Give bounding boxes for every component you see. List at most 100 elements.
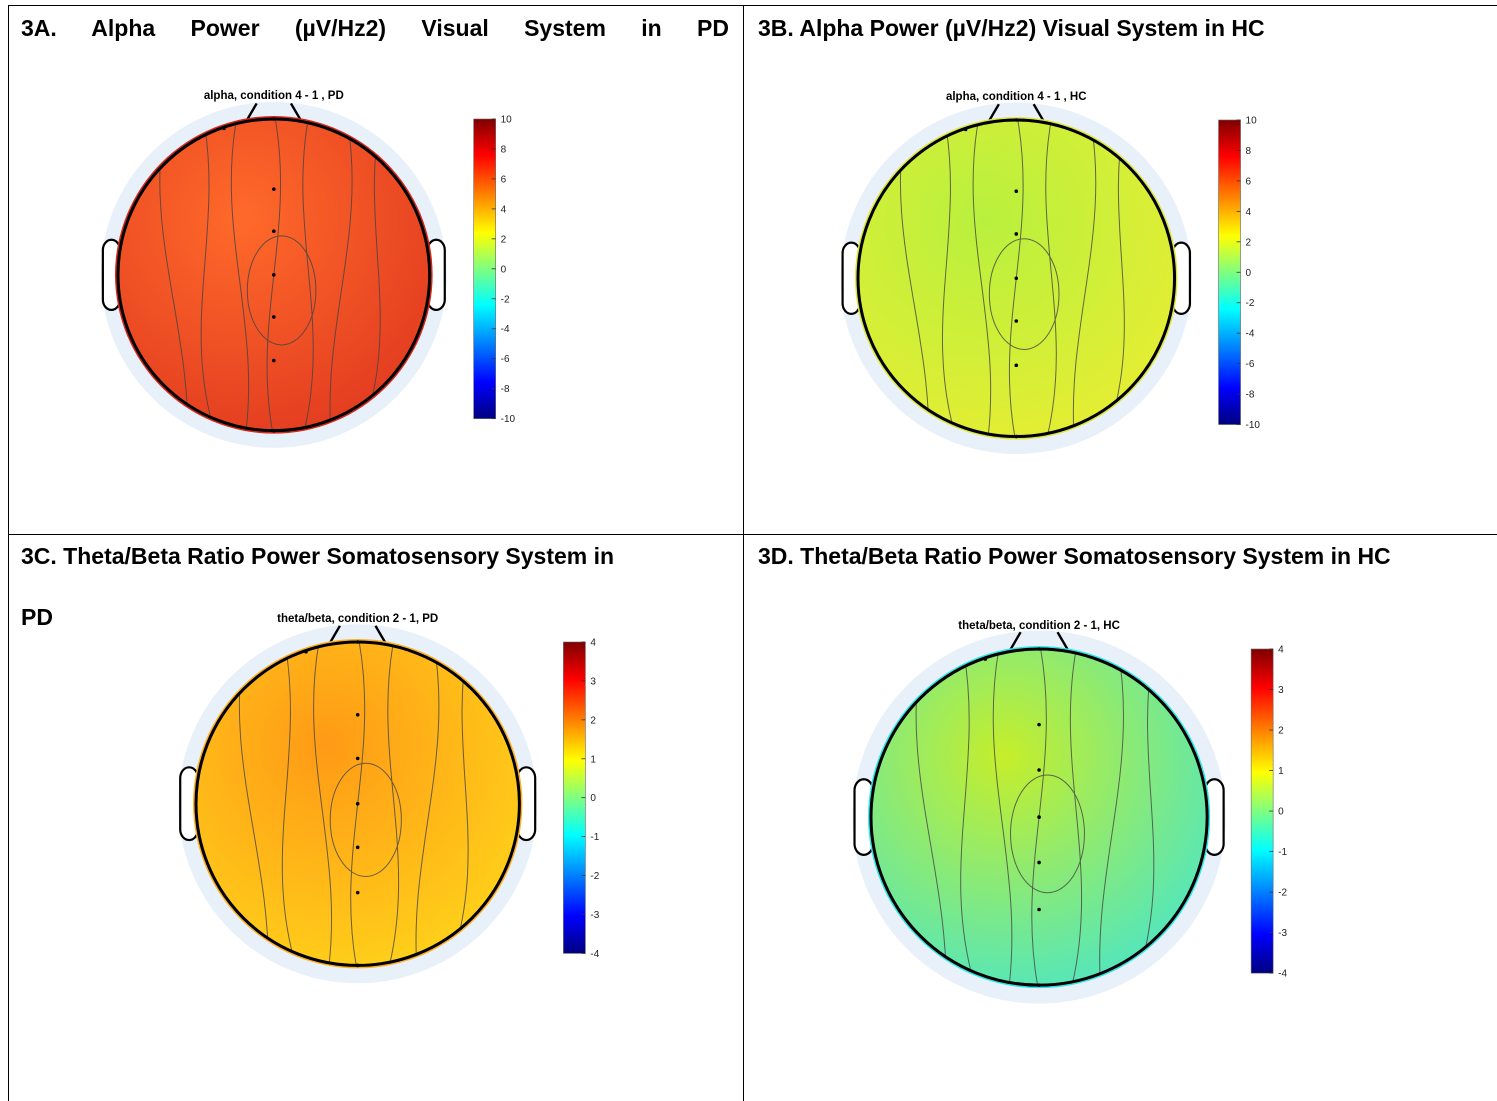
colorbar-tick-label: 0 bbox=[590, 793, 596, 804]
electrode-marker bbox=[1037, 983, 1041, 987]
electrode-marker bbox=[1014, 118, 1019, 122]
panel-3b-heading: 3B. Alpha Power (µV/Hz2) Visual System i… bbox=[758, 15, 1265, 41]
contour-line bbox=[386, 642, 400, 966]
colorbar-tick-label: -4 bbox=[501, 324, 510, 335]
electrode-marker bbox=[355, 801, 360, 806]
topomap-3d: theta/beta, condition 2 - 1, HC 4 3 2 1 0 -1 -2… bbox=[852, 615, 1298, 1025]
colorbar-tick-label: -3 bbox=[590, 910, 599, 921]
contour-line bbox=[313, 642, 333, 966]
panel-3c-heading: 3C. Theta/Beta Ratio Power Somatosensory… bbox=[21, 543, 615, 569]
contour-line bbox=[992, 649, 1013, 986]
contour-line bbox=[941, 120, 959, 437]
electrode-marker bbox=[1014, 319, 1019, 323]
contour-ring bbox=[329, 762, 402, 877]
electrode-marker bbox=[272, 358, 276, 363]
electrode-marker bbox=[1037, 647, 1041, 651]
electrode-marker bbox=[355, 890, 360, 895]
electrode-marker bbox=[963, 127, 968, 132]
electrode-marker bbox=[355, 640, 360, 644]
colorbar-tick-label: 2 bbox=[1246, 237, 1252, 248]
contour-line bbox=[230, 119, 250, 431]
colorbar-tick-label: -10 bbox=[1246, 420, 1261, 431]
colorbar-tick-label: 1 bbox=[1278, 766, 1284, 777]
contour-line bbox=[1069, 649, 1083, 986]
topomap-svg: alpha, condition 4 - 1 , HC 10 8 6 4 2 0 -2 -4 -6… bbox=[840, 91, 1261, 454]
electrode-marker bbox=[272, 273, 276, 277]
colorbar-tick-label: -8 bbox=[1246, 390, 1255, 401]
colorbar-tick-label: -2 bbox=[1246, 298, 1255, 309]
electrode-marker bbox=[1014, 189, 1019, 194]
panel-3d-heading: 3D. Theta/Beta Ratio Power Somatosensory… bbox=[758, 543, 1391, 569]
electrode-marker bbox=[272, 315, 276, 319]
table-border-center bbox=[743, 5, 744, 1101]
colorbar-tick-label: -10 bbox=[501, 414, 516, 425]
electrode-marker bbox=[272, 187, 276, 191]
colorbar-tick-label: 3 bbox=[590, 676, 596, 687]
colorbar-tick-label: 8 bbox=[1246, 146, 1252, 157]
colorbar-tick-label: -6 bbox=[1246, 359, 1255, 370]
electrode-marker bbox=[1014, 363, 1019, 368]
contour-ring bbox=[246, 235, 317, 346]
topomap-3a: alpha, condition 4 - 1 , PD 10 8 6 4 2 0 -2 -4 -6… bbox=[100, 85, 520, 455]
colorbar-tick-label: 2 bbox=[590, 715, 596, 726]
colorbar-tick-label: 3 bbox=[1278, 685, 1284, 696]
colorbar-tick-label: -1 bbox=[1278, 847, 1287, 858]
topomap-svg: theta/beta, condition 2 - 1, PD 4 3 2 1 0 -1 -2… bbox=[178, 613, 600, 984]
topomap-svg: theta/beta, condition 2 - 1, HC 4 3 2 1 0 -1 -2… bbox=[852, 620, 1287, 1004]
plot-title: theta/beta, condition 2 - 1, HC bbox=[958, 620, 1120, 632]
table-border-left bbox=[8, 5, 9, 1101]
colorbar-tick-label: 6 bbox=[1246, 176, 1252, 187]
colorbar-tick-label: -4 bbox=[1278, 969, 1287, 980]
contour-line bbox=[960, 649, 978, 986]
colorbar-tick-label: 1 bbox=[590, 754, 596, 765]
colorbar-tick-label: 4 bbox=[501, 204, 507, 215]
contour-ring bbox=[988, 238, 1060, 350]
contour-line bbox=[281, 642, 299, 966]
colorbar-tick-label: -2 bbox=[501, 294, 510, 305]
topomap-3c: theta/beta, condition 2 - 1, PD 4 3 2 1 0 -1 -2… bbox=[178, 608, 610, 998]
electrode-marker bbox=[1014, 434, 1019, 439]
electrode-marker bbox=[1037, 768, 1041, 772]
electrode-marker bbox=[355, 845, 360, 850]
contour-line bbox=[972, 120, 992, 437]
colorbar-tick-label: 0 bbox=[501, 264, 507, 275]
panel-3a-heading: 3A. Alpha Power (µV/Hz2) Visual System i… bbox=[21, 15, 729, 41]
colorbar-tick-label: -1 bbox=[590, 832, 599, 843]
colorbar-tick-label: -3 bbox=[1278, 928, 1287, 939]
colorbar-tick-label: 2 bbox=[1278, 726, 1284, 737]
electrode-marker bbox=[272, 117, 276, 121]
colorbar-tick-label: -6 bbox=[501, 354, 510, 365]
electrode-marker bbox=[304, 649, 308, 654]
contour-line bbox=[415, 642, 440, 966]
colorbar-tick-label: 4 bbox=[1246, 207, 1252, 218]
colorbar-tick-label: 8 bbox=[501, 144, 507, 155]
colorbar-tick-label: 4 bbox=[1278, 645, 1284, 656]
colorbar-tick-label: -4 bbox=[590, 949, 599, 960]
electrode-marker bbox=[1037, 907, 1041, 912]
colorbar-tick-label: 6 bbox=[501, 174, 507, 185]
colorbar bbox=[563, 641, 586, 954]
electrode-marker bbox=[1037, 722, 1041, 727]
colorbar-tick-label: -2 bbox=[590, 871, 599, 882]
colorbar-tick-label: -8 bbox=[501, 384, 510, 395]
contour-line bbox=[1072, 120, 1097, 437]
electrode-marker bbox=[1014, 232, 1019, 236]
contour-line bbox=[1044, 120, 1057, 437]
electrode-marker bbox=[272, 428, 276, 433]
electrode-marker bbox=[355, 756, 360, 761]
panel-3c-heading-continued: PD bbox=[21, 604, 53, 630]
colorbar-tick-label: -2 bbox=[1278, 888, 1287, 899]
colorbar-tick-label: 4 bbox=[590, 638, 596, 649]
electrode-marker bbox=[1037, 860, 1041, 865]
topomap-svg: alpha, condition 4 - 1 , PD 10 8 6 4 2 0 -2 -4 -6… bbox=[100, 90, 516, 448]
electrode-marker bbox=[272, 229, 276, 233]
contour-line bbox=[329, 119, 353, 431]
colorbar-tick-label: 10 bbox=[1246, 116, 1258, 127]
electrode-marker bbox=[222, 126, 226, 131]
electrode-marker bbox=[355, 963, 360, 968]
colorbar-tick-label: 0 bbox=[1278, 807, 1284, 818]
electrode-marker bbox=[1037, 815, 1041, 819]
topomap-3b: alpha, condition 4 - 1 , HC 10 8 6 4 2 0 -2 -4 -6… bbox=[840, 86, 1265, 466]
colorbar-tick-label: -4 bbox=[1246, 329, 1255, 340]
colorbar-tick-label: 2 bbox=[501, 234, 507, 245]
